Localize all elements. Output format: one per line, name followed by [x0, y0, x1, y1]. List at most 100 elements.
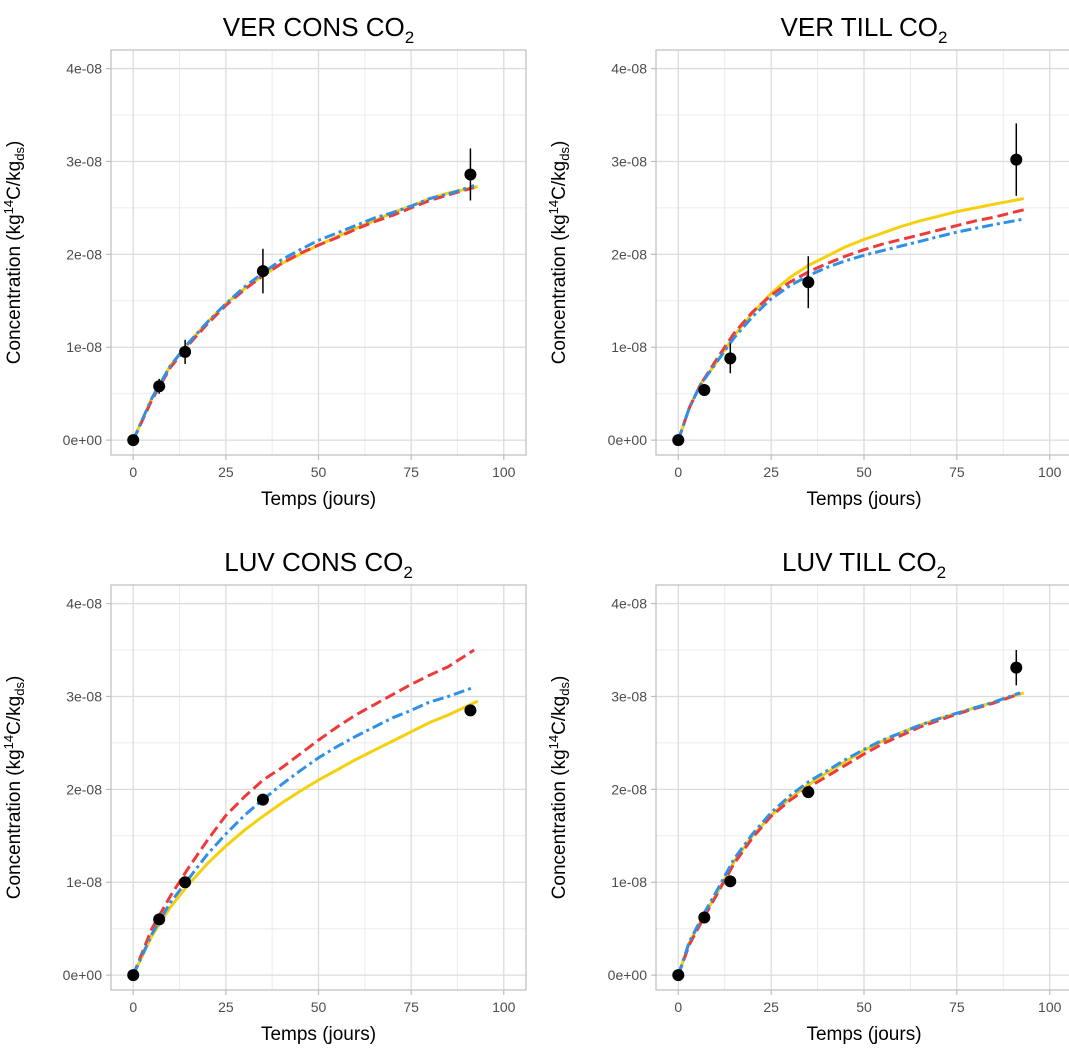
- y-tick-label: 4e-08: [611, 596, 647, 612]
- y-tick-label: 2e-08: [611, 246, 647, 262]
- x-tick-label: 25: [763, 464, 779, 480]
- y-axis-label-part: ): [549, 676, 570, 682]
- panel-title-text: VER TILL CO: [781, 12, 939, 42]
- series-line-dashed: [676, 692, 1021, 976]
- x-tick-label: 50: [311, 464, 327, 480]
- y-axis-label: Concentration (kg14C/kgds): [546, 141, 572, 365]
- y-tick-label: 4e-08: [66, 596, 102, 612]
- data-point: [153, 380, 166, 393]
- y-axis-label-part: ds: [557, 147, 572, 161]
- x-tick-label: 100: [1038, 464, 1062, 480]
- data-point: [153, 913, 166, 926]
- x-tick-label: 100: [492, 999, 516, 1015]
- y-axis-label-part: ds: [12, 682, 27, 696]
- x-axis-label: Temps (jours): [806, 1024, 921, 1045]
- y-axis-label-part: 14: [1, 200, 16, 214]
- y-axis-label-part: ): [549, 141, 570, 147]
- data-point: [256, 265, 269, 278]
- series-line-dashed: [131, 186, 475, 441]
- x-tick-label: 0: [129, 464, 137, 480]
- y-tick-label: 2e-08: [611, 781, 647, 797]
- data-point: [698, 911, 711, 924]
- data-point: [802, 276, 815, 289]
- data-point: [127, 969, 140, 982]
- y-tick-label: 3e-08: [66, 153, 102, 169]
- y-axis-label: Concentration (kg14C/kgds): [1, 676, 27, 900]
- y-axis-label-part: ds: [12, 147, 27, 161]
- series-line-dashed: [676, 208, 1025, 441]
- x-tick-label: 25: [218, 999, 234, 1015]
- y-tick-label: 1e-08: [611, 339, 647, 355]
- data-point: [802, 786, 815, 799]
- y-axis-label-part: 14: [546, 200, 561, 214]
- data-point: [672, 969, 685, 982]
- series-line-dotdash: [131, 184, 475, 441]
- y-tick-label: 3e-08: [611, 688, 647, 704]
- panel-title: VER TILL CO2: [781, 12, 948, 47]
- y-axis-label-part: C/kg: [549, 696, 570, 735]
- x-tick-label: 25: [218, 464, 234, 480]
- chart-panel-3: 0 25 50 75 100 0e+00 1e-08 2e-08 3e-08 4e-08 LUV C…: [1, 547, 527, 1045]
- y-axis-label-part: ds: [557, 682, 572, 696]
- y-axis-label-part: 14: [1, 735, 16, 749]
- series-line-dotdash: [676, 217, 1024, 441]
- x-tick-label: 25: [763, 999, 779, 1015]
- x-tick-label: 75: [949, 464, 965, 480]
- panels-group: 0 25 50 75 100 0e+00 1e-08 2e-08 3e-08 4e-08 VER C…: [1, 12, 1069, 1045]
- x-axis-label: Temps (jours): [261, 1024, 376, 1045]
- chart-panel-2: 0 25 50 75 100 0e+00 1e-08 2e-08 3e-08 4e-08 VER T…: [546, 12, 1069, 510]
- y-axis-label-part: Concentration (kg: [4, 214, 25, 364]
- y-tick-label: 3e-08: [611, 153, 647, 169]
- data-point: [1010, 153, 1023, 166]
- x-tick-label: 100: [1038, 999, 1062, 1015]
- x-axis-label: Temps (jours): [261, 489, 376, 510]
- y-axis-label-part: C/kg: [4, 161, 25, 200]
- x-tick-label: 100: [492, 464, 516, 480]
- y-tick-label: 0e+00: [63, 432, 103, 448]
- panel-title-subscript: 2: [937, 563, 946, 582]
- y-tick-label: 0e+00: [63, 967, 103, 983]
- panel-title: LUV CONS CO2: [224, 547, 413, 582]
- data-point: [127, 434, 140, 447]
- y-tick-label: 4e-08: [611, 61, 647, 77]
- panel-title-subscript: 2: [938, 28, 947, 47]
- y-tick-label: 2e-08: [66, 246, 102, 262]
- y-tick-label: 1e-08: [66, 339, 102, 355]
- y-tick-label: 2e-08: [66, 781, 102, 797]
- x-tick-label: 75: [403, 464, 419, 480]
- data-point: [464, 168, 477, 181]
- panel-title-text: VER CONS CO: [223, 12, 405, 42]
- panel-title-subscript: 2: [403, 563, 412, 582]
- y-axis-label-part: 14: [546, 735, 561, 749]
- y-tick-label: 0e+00: [608, 432, 648, 448]
- data-point: [724, 352, 737, 365]
- series-line-dotdash: [676, 691, 1021, 976]
- data-point: [179, 345, 192, 358]
- x-tick-label: 75: [403, 999, 419, 1015]
- data-point: [1010, 661, 1023, 674]
- y-axis-label-part: Concentration (kg: [549, 214, 570, 364]
- y-axis-label: Concentration (kg14C/kgds): [546, 676, 572, 900]
- y-axis-label-part: C/kg: [549, 161, 570, 200]
- y-axis-label-part: Concentration (kg: [549, 749, 570, 899]
- y-tick-label: 0e+00: [608, 967, 648, 983]
- x-tick-label: 0: [674, 999, 682, 1015]
- y-tick-label: 1e-08: [66, 874, 102, 890]
- y-axis-label-part: ): [4, 141, 25, 147]
- panel-title: LUV TILL CO2: [782, 547, 946, 582]
- series-line-dashed: [131, 648, 475, 976]
- panel-title: VER CONS CO2: [223, 12, 415, 47]
- y-tick-label: 3e-08: [66, 688, 102, 704]
- x-tick-label: 75: [949, 999, 965, 1015]
- x-tick-label: 50: [311, 999, 327, 1015]
- y-axis-label-part: C/kg: [4, 696, 25, 735]
- data-point: [179, 876, 192, 889]
- x-tick-label: 0: [674, 464, 682, 480]
- panel-title-text: LUV CONS CO: [224, 547, 403, 577]
- x-tick-label: 0: [129, 999, 137, 1015]
- panel-title-subscript: 2: [405, 28, 414, 47]
- chart-panel-1: 0 25 50 75 100 0e+00 1e-08 2e-08 3e-08 4e-08 VER C…: [1, 12, 527, 510]
- data-point: [672, 434, 685, 447]
- data-point: [698, 383, 711, 396]
